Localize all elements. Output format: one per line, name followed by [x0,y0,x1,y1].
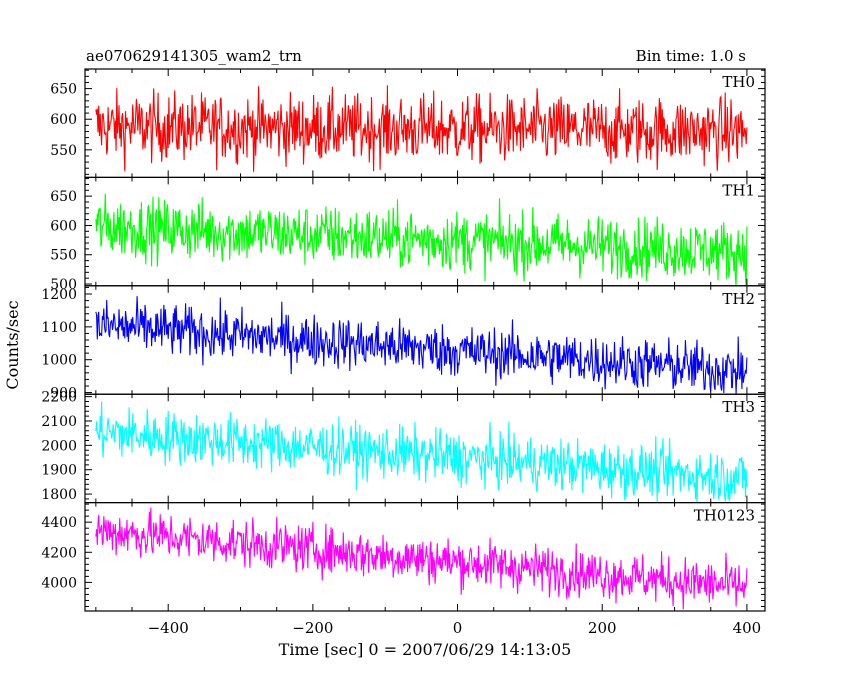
y-tick-label: 2100 [41,414,77,430]
y-tick-label: 2200 [41,390,77,406]
panel-th1: 500 550 600 650 TH1 [50,176,766,293]
panel-label: TH2 [722,290,755,308]
series-th0123 [95,507,748,610]
y-tick-label: 4400 [41,515,77,531]
y-tick-label: 1800 [41,487,77,503]
y-tick-label: 1100 [41,320,77,336]
y-tick-label: 4200 [41,545,77,561]
y-tick-label: 650 [50,82,77,98]
panel-frame [84,285,766,395]
x-tick-label: 0 [453,619,463,637]
y-axis-label: Counts/sec [3,300,22,389]
y-tick-label: 1000 [41,353,77,369]
series-th2 [95,296,748,394]
y-tick-label: 600 [50,218,77,234]
y-tick-label: 500 [50,277,77,293]
figure-title-right: Bin time: 1.0 s [636,47,746,65]
y-tick-label: 550 [50,143,77,159]
x-tick-label: 200 [588,619,617,637]
y-tick-label: 550 [50,248,77,264]
panel-label: TH0 [722,73,755,91]
x-tick-label: 400 [733,619,762,637]
y-tick-label: 1900 [41,463,77,479]
panel-group: 550 600 650 TH0 500 550 600 650 TH1 900 1000 1100 12… [41,68,766,612]
y-tick-label: 900 [50,386,77,402]
x-axis-label: Time [sec] 0 = 2007/06/29 14:13:05 [279,640,572,659]
x-tick-label: −200 [292,619,333,637]
panel-label: TH3 [722,398,755,416]
panel-label: TH0123 [694,507,755,525]
panel-th0: 550 600 650 TH0 [50,68,766,179]
series-th0 [95,85,748,172]
y-tick-label: 600 [50,112,77,128]
panel-label: TH1 [722,181,755,199]
panel-th2: 900 1000 1100 1200 TH2 [41,285,766,402]
series-th3 [95,401,748,503]
y-tick-label: 4000 [41,575,77,591]
series-th1 [95,193,748,286]
x-tick-label: −400 [148,619,189,637]
y-tick-label: 2000 [41,438,77,454]
x-axis: −400 −200 0 200 400 [148,619,762,637]
panel-th0123: 4000 4200 4400 TH0123 [41,502,766,612]
panel-frame [84,502,766,612]
panel-th3: 1800 1900 2000 2100 2200 TH3 [41,390,766,504]
y-tick-label: 1200 [41,287,77,303]
y-tick-label: 650 [50,189,77,205]
figure-title-left: ae070629141305_wam2_trn [86,47,302,65]
